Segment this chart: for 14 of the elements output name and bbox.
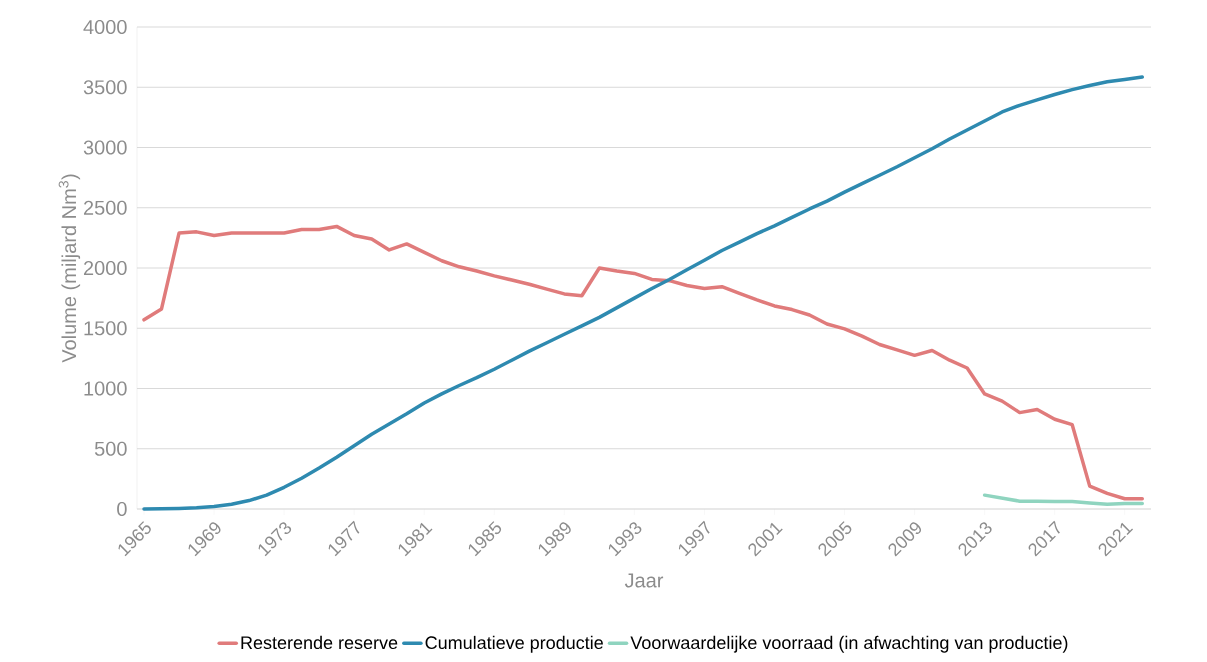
y-tick-label: 3000 xyxy=(83,140,127,155)
y-tick-label: 1000 xyxy=(84,381,127,396)
y-tick-label: 4000 xyxy=(83,19,127,35)
legend-label: Resterende reserve xyxy=(241,635,398,650)
legend-label: Cumulatieve productie xyxy=(425,635,603,653)
y-tick-label: 1500 xyxy=(84,321,127,336)
y-tick-label: 2000 xyxy=(83,260,127,276)
y-tick-label: 0 xyxy=(117,501,127,517)
y-tick-label: 500 xyxy=(94,441,127,456)
y-tick-label: 2500 xyxy=(83,200,127,215)
x-axis-title: Jaar xyxy=(624,573,664,588)
y-tick-label: 3500 xyxy=(83,80,127,95)
y-axis-title: Volume (miljard Nm$^{3}$) xyxy=(58,174,81,363)
legend-label: Voorwaardelijke voorraad (in afwachting van productie) xyxy=(630,635,1068,653)
